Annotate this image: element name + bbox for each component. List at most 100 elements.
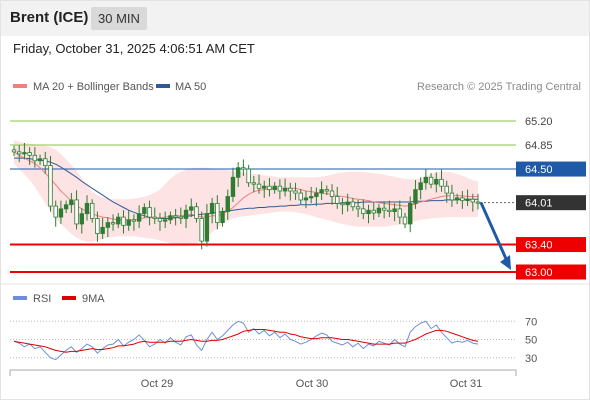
candle-body — [74, 199, 79, 225]
candle-body — [366, 209, 371, 215]
x-axis: Oct 29 Oct 30 Oct 31 — [9, 369, 517, 390]
candle-body — [465, 198, 470, 202]
candle-body — [152, 216, 157, 219]
candle-body — [402, 216, 408, 225]
candle-body — [110, 222, 116, 225]
candle-body — [272, 185, 277, 191]
rsi-ma-legend-swatch — [62, 296, 76, 300]
candle-body — [277, 185, 283, 192]
candle-body — [376, 207, 382, 214]
candle-body — [209, 202, 215, 215]
price-labels: 65.20 64.85 64.50 64.01 63.40 63.00 — [516, 116, 586, 280]
candle-body — [11, 149, 17, 153]
candle-body — [428, 176, 434, 185]
candle-body — [17, 151, 22, 155]
candle-body — [413, 189, 418, 204]
candlesticks — [11, 142, 481, 250]
candle-body — [408, 202, 413, 225]
candle-body — [246, 168, 251, 184]
rsi-legend-label: RSI — [33, 293, 51, 305]
candle-body — [303, 197, 309, 201]
candle-body — [418, 182, 423, 191]
candle-body — [126, 219, 131, 226]
candle-body — [199, 218, 204, 242]
candle-body — [32, 154, 38, 162]
candle-body — [79, 213, 84, 225]
candle-body — [314, 192, 319, 197]
candle-body — [116, 216, 121, 225]
candle-body — [189, 206, 194, 211]
candle-body — [434, 178, 439, 185]
candle-body — [90, 202, 95, 219]
candle-body — [449, 192, 455, 201]
candle-body — [355, 206, 361, 210]
candle-body — [37, 158, 43, 162]
candle-body — [454, 197, 460, 201]
candle-body — [63, 204, 69, 210]
candle-body — [298, 192, 303, 201]
candle-body — [439, 178, 444, 187]
candle-body — [397, 208, 402, 218]
candle-body — [324, 189, 330, 192]
candle-body — [168, 215, 173, 221]
price-levels — [10, 120, 516, 273]
header-bar: Brent (ICE) 30 MIN — [0, 0, 590, 36]
price-label-last: 64.01 — [525, 198, 553, 210]
candle-body — [444, 185, 449, 194]
rsi-tick-label: 50 — [525, 335, 537, 347]
candle-body — [345, 201, 350, 206]
candle-body — [423, 176, 429, 184]
candle-body — [381, 207, 387, 211]
candle-body — [392, 208, 397, 212]
forecast-arrow-shaft — [479, 202, 509, 262]
price-label-pivot: 64.50 — [525, 164, 553, 176]
candle-body — [308, 196, 314, 199]
candle-body — [319, 189, 324, 194]
ma50-line — [14, 157, 478, 219]
rsi-tick-label: 70 — [525, 316, 537, 328]
candle-body — [470, 198, 475, 203]
candle-body — [58, 208, 64, 218]
candle-body — [371, 209, 376, 214]
price-label-resistance: 65.20 — [525, 116, 553, 128]
candle-body — [173, 215, 178, 218]
candle-body — [69, 199, 74, 206]
candle-body — [22, 152, 27, 155]
candle-body — [105, 222, 111, 228]
candle-body — [43, 158, 48, 167]
candle-body — [178, 216, 184, 219]
rsi-ma-line — [13, 329, 479, 353]
candle-body — [131, 219, 137, 222]
rsi-line — [13, 320, 479, 361]
candle-body — [293, 190, 298, 194]
candle-body — [157, 218, 163, 222]
candle-body — [84, 202, 90, 215]
candle-body — [48, 165, 53, 207]
candle-body — [329, 190, 335, 197]
candle-body — [387, 209, 392, 213]
rsi-tick-label: 30 — [525, 353, 537, 365]
candle-body — [162, 219, 168, 222]
candle-body — [53, 205, 58, 218]
candle-body — [288, 187, 293, 192]
candle-body — [235, 167, 241, 178]
candle-body — [147, 207, 152, 218]
candle-body — [282, 187, 288, 192]
candle-body — [256, 183, 262, 189]
price-label-support: 63.00 — [525, 267, 553, 279]
timeframe-button[interactable]: 30 MIN — [91, 7, 147, 30]
rsi-panel: 70 50 30 — [10, 316, 537, 365]
timestamp: Friday, October 31, 2025 4:06:51 AM CET — [13, 41, 255, 56]
x-tick-label: Oct 31 — [450, 378, 482, 390]
candle-body — [335, 196, 340, 204]
bollinger-bands — [14, 140, 478, 246]
candle-body — [241, 167, 246, 170]
ma20-legend-label: MA 20 + Bollinger Bands — [33, 81, 154, 93]
candle-body — [340, 202, 345, 206]
candle-body — [183, 209, 189, 219]
candle-body — [215, 202, 220, 223]
candle-body — [350, 201, 356, 208]
candle-body — [194, 206, 199, 219]
ma50-legend-swatch — [156, 84, 170, 88]
